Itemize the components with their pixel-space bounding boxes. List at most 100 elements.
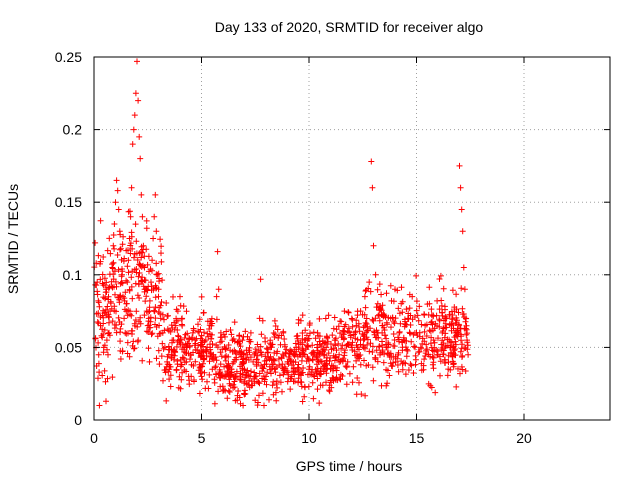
- data-point: [338, 318, 345, 325]
- data-point: [352, 335, 359, 342]
- data-point: [111, 221, 118, 227]
- data-point: [450, 360, 457, 367]
- data-point: [376, 311, 383, 318]
- data-point: [132, 280, 139, 287]
- data-point: [227, 347, 234, 354]
- data-point: [427, 382, 434, 389]
- data-point: [160, 377, 166, 384]
- data-point: [121, 295, 128, 302]
- data-point: [190, 349, 196, 356]
- data-point: [455, 365, 461, 372]
- data-point: [207, 346, 214, 353]
- data-point: [313, 353, 320, 360]
- data-point: [124, 279, 131, 286]
- data-point: [168, 355, 175, 362]
- data-point: [418, 321, 425, 328]
- data-point: [348, 342, 355, 349]
- data-point: [366, 348, 373, 355]
- data-point: [195, 321, 201, 328]
- x-tick-label: 10: [301, 430, 317, 446]
- data-point: [201, 329, 207, 336]
- data-point: [255, 379, 262, 386]
- data-point: [129, 295, 136, 302]
- data-point: [395, 368, 402, 375]
- data-point: [442, 313, 449, 320]
- data-point: [100, 320, 107, 327]
- data-point: [103, 279, 110, 286]
- data-point: [130, 345, 137, 352]
- data-point: [145, 309, 152, 315]
- data-point: [117, 338, 124, 345]
- data-point: [440, 351, 446, 358]
- data-point: [132, 317, 139, 323]
- data-point: [148, 283, 155, 290]
- data-point: [370, 377, 377, 384]
- data-point: [149, 267, 155, 274]
- data-point: [106, 319, 112, 326]
- data-point: [363, 329, 370, 336]
- data-point: [283, 346, 290, 353]
- data-point: [443, 324, 450, 331]
- data-point: [110, 242, 117, 249]
- data-point: [274, 326, 281, 333]
- data-point: [250, 358, 257, 365]
- data-point: [281, 336, 288, 342]
- data-point: [355, 353, 362, 360]
- data-point: [92, 335, 99, 342]
- data-point: [346, 328, 353, 335]
- data-point: [238, 353, 245, 360]
- data-point: [226, 389, 233, 395]
- data-point: [103, 398, 109, 405]
- data-point: [224, 395, 231, 402]
- data-point: [428, 319, 435, 326]
- data-point: [374, 358, 381, 365]
- data-point: [114, 252, 121, 258]
- data-point: [462, 318, 469, 325]
- data-point: [153, 260, 160, 267]
- data-point: [178, 361, 185, 368]
- data-point: [399, 366, 406, 373]
- data-point: [117, 246, 123, 253]
- data-point: [220, 373, 227, 380]
- data-point: [104, 375, 111, 382]
- data-point: [372, 354, 379, 361]
- data-point: [264, 369, 271, 376]
- data-point: [261, 402, 267, 409]
- data-point: [268, 370, 274, 377]
- data-point: [353, 391, 360, 398]
- data-point: [428, 312, 435, 318]
- data-point: [197, 353, 204, 359]
- data-point: [231, 319, 238, 326]
- data-point: [421, 311, 428, 318]
- data-point: [101, 310, 108, 317]
- data-point: [101, 342, 108, 349]
- data-point: [271, 334, 278, 340]
- data-point: [186, 335, 192, 342]
- data-point: [357, 337, 364, 344]
- data-point: [148, 279, 154, 286]
- data-point: [143, 293, 150, 300]
- data-point: [403, 306, 410, 313]
- data-point: [97, 276, 104, 283]
- data-point: [262, 338, 269, 345]
- data-point: [428, 344, 435, 351]
- data-point: [380, 311, 387, 317]
- data-point: [97, 314, 104, 320]
- data-point: [394, 287, 401, 294]
- data-point: [176, 338, 183, 345]
- data-point: [196, 364, 203, 371]
- data-point: [436, 317, 443, 324]
- data-point: [379, 322, 386, 329]
- data-point: [398, 300, 405, 307]
- data-point: [349, 316, 356, 323]
- data-point: [299, 341, 306, 348]
- data-point: [328, 362, 335, 369]
- data-point: [295, 375, 302, 382]
- data-point: [411, 343, 417, 350]
- data-point: [392, 315, 399, 322]
- data-point: [226, 376, 233, 383]
- data-point: [180, 355, 187, 362]
- data-point: [93, 310, 100, 317]
- data-point: [306, 320, 313, 327]
- data-point: [161, 316, 167, 323]
